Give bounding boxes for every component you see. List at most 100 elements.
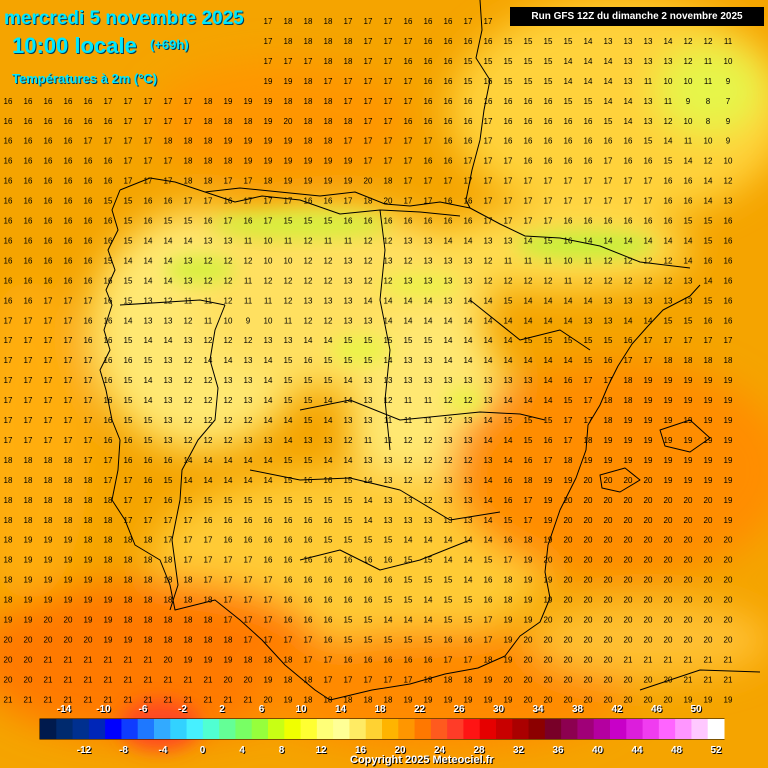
grid-value: 18 — [324, 117, 333, 126]
grid-value: 16 — [564, 137, 573, 146]
grid-value: 15 — [364, 336, 373, 345]
grid-value: 14 — [684, 157, 693, 166]
grid-value: 17 — [104, 476, 113, 485]
grid-value: 15 — [424, 336, 433, 345]
grid-value: 19 — [604, 436, 613, 445]
legend-label: -6 — [138, 704, 148, 715]
grid-value: 15 — [204, 496, 213, 505]
grid-value: 16 — [244, 516, 253, 525]
grid-value: 16 — [384, 655, 393, 664]
grid-value: 13 — [484, 236, 493, 245]
grid-value: 17 — [64, 336, 73, 345]
grid-value: 12 — [664, 117, 673, 126]
grid-value: 20 — [644, 675, 653, 684]
grid-value: 19 — [724, 416, 733, 425]
grid-value: 13 — [384, 516, 393, 525]
grid-value: 13 — [504, 236, 513, 245]
grid-value: 14 — [664, 236, 673, 245]
grid-value: 17 — [64, 436, 73, 445]
legend-label: 6 — [258, 704, 265, 715]
grid-value: 19 — [644, 376, 653, 385]
grid-value: 12 — [184, 416, 193, 425]
grid-value: 9 — [726, 137, 731, 146]
grid-value: 18 — [184, 635, 193, 644]
grid-value: 16 — [4, 296, 13, 305]
grid-value: 18 — [124, 616, 133, 625]
grid-value: 17 — [244, 616, 253, 625]
grid-value: 21 — [104, 675, 113, 684]
grid-value: 12 — [304, 256, 313, 265]
grid-value: 16 — [44, 256, 53, 265]
grid-value: 20 — [664, 576, 673, 585]
grid-value: 19 — [304, 157, 313, 166]
grid-value: 16 — [384, 576, 393, 585]
grid-value: 12 — [364, 236, 373, 245]
grid-value: 18 — [24, 456, 33, 465]
grid-value: 17 — [284, 57, 293, 66]
grid-value: 17 — [404, 177, 413, 186]
grid-value: 16 — [704, 316, 713, 325]
grid-value: 15 — [464, 57, 473, 66]
grid-value: 11 — [384, 436, 393, 445]
grid-value: 16 — [404, 117, 413, 126]
grid-value: 18 — [244, 655, 253, 664]
grid-value: 15 — [344, 635, 353, 644]
grid-value: 14 — [124, 316, 133, 325]
legend-swatch — [642, 719, 660, 739]
grid-value: 15 — [324, 356, 333, 365]
grid-value: 20 — [704, 556, 713, 565]
grid-value: 17 — [124, 177, 133, 186]
grid-value: 12 — [224, 276, 233, 285]
grid-value: 17 — [624, 356, 633, 365]
grid-value: 15 — [344, 616, 353, 625]
grid-value: 17 — [484, 217, 493, 226]
grid-value: 18 — [304, 117, 313, 126]
legend-label: -12 — [76, 745, 92, 756]
grid-value: 14 — [464, 556, 473, 565]
grid-value: 21 — [204, 675, 213, 684]
grid-value: 16 — [424, 57, 433, 66]
grid-value: 16 — [64, 97, 73, 106]
grid-value: 17 — [244, 177, 253, 186]
grid-value: 18 — [4, 576, 13, 585]
grid-value: 14 — [584, 236, 593, 245]
grid-value: 21 — [244, 695, 253, 704]
grid-value: 15 — [564, 396, 573, 405]
grid-value: 17 — [44, 316, 53, 325]
grid-value: 16 — [104, 177, 113, 186]
grid-value: 13 — [404, 496, 413, 505]
grid-value: 19 — [4, 616, 13, 625]
grid-value: 18 — [284, 675, 293, 684]
legend-swatch — [72, 719, 90, 739]
grid-value: 19 — [264, 117, 273, 126]
grid-value: 16 — [344, 217, 353, 226]
grid-value: 15 — [564, 97, 573, 106]
legend-swatch — [284, 719, 302, 739]
grid-value: 20 — [624, 536, 633, 545]
grid-value: 18 — [4, 456, 13, 465]
grid-value: 14 — [264, 356, 273, 365]
grid-value: 16 — [284, 616, 293, 625]
grid-value: 18 — [424, 675, 433, 684]
grid-value: 16 — [564, 217, 573, 226]
grid-value: 17 — [464, 655, 473, 664]
grid-value: 10 — [724, 157, 733, 166]
grid-value: 17 — [464, 177, 473, 186]
grid-value: 16 — [444, 17, 453, 26]
grid-value: 21 — [104, 655, 113, 664]
grid-value: 15 — [364, 616, 373, 625]
grid-value: 17 — [484, 117, 493, 126]
grid-value: 19 — [704, 376, 713, 385]
grid-value: 11 — [204, 296, 213, 305]
grid-value: 12 — [624, 276, 633, 285]
grid-value: 15 — [424, 556, 433, 565]
grid-value: 16 — [504, 117, 513, 126]
grid-value: 20 — [704, 536, 713, 545]
grid-value: 21 — [124, 655, 133, 664]
grid-value: 21 — [724, 675, 733, 684]
grid-value: 14 — [444, 556, 453, 565]
grid-value: 19 — [64, 576, 73, 585]
grid-value: 16 — [304, 556, 313, 565]
grid-value: 18 — [304, 137, 313, 146]
grid-value: 17 — [344, 97, 353, 106]
